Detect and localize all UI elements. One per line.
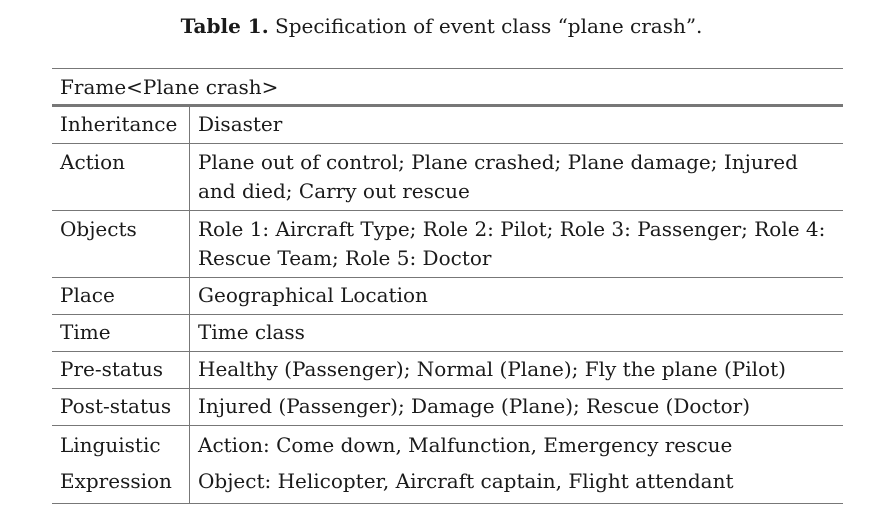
- table-top-rule: [52, 68, 843, 69]
- row-label-place: Place: [52, 277, 190, 315]
- table-row: Linguistic Expression Action: Come down,…: [52, 425, 843, 504]
- row-label-pre-status: Pre-status: [52, 351, 190, 389]
- table-row: Pre-status Healthy (Passenger); Normal (…: [52, 351, 843, 389]
- table-row: Inheritance Disaster: [52, 107, 843, 144]
- row-value-post-status: Injured (Passenger); Damage (Plane); Res…: [189, 388, 843, 426]
- specification-table: Frame<Plane crash> Inheritance Disaster …: [52, 68, 843, 504]
- linguistic-value-line2: Object: Helicopter, Aircraft captain, Fl…: [198, 469, 734, 493]
- linguistic-label-line1: Linguistic: [60, 433, 161, 457]
- frame-header: Frame<Plane crash>: [52, 69, 843, 107]
- table-row: Time Time class: [52, 314, 843, 352]
- row-label-linguistic: Linguistic Expression: [52, 425, 190, 504]
- row-value-time: Time class: [189, 314, 843, 352]
- row-label-action: Action: [52, 143, 190, 211]
- row-value-action: Plane out of control; Plane crashed; Pla…: [189, 143, 843, 211]
- table-row: Action Plane out of control; Plane crash…: [52, 143, 843, 211]
- caption-label: Table 1.: [180, 14, 269, 38]
- table-row: Place Geographical Location: [52, 277, 843, 315]
- row-label-time: Time: [52, 314, 190, 352]
- table-row: Objects Role 1: Aircraft Type; Role 2: P…: [52, 210, 843, 278]
- row-value-objects: Role 1: Aircraft Type; Role 2: Pilot; Ro…: [189, 210, 843, 278]
- caption-text: Specification of event class “plane cras…: [275, 14, 703, 38]
- linguistic-label-line2: Expression: [60, 469, 172, 493]
- table-row: Post-status Injured (Passenger); Damage …: [52, 388, 843, 426]
- row-label-objects: Objects: [52, 210, 190, 278]
- row-label-post-status: Post-status: [52, 388, 190, 426]
- linguistic-value-line1: Action: Come down, Malfunction, Emergenc…: [198, 433, 733, 457]
- table-caption: Table 1. Specification of event class “p…: [0, 12, 883, 40]
- row-value-linguistic: Action: Come down, Malfunction, Emergenc…: [189, 425, 843, 504]
- row-value-inheritance: Disaster: [189, 107, 843, 144]
- row-value-place: Geographical Location: [189, 277, 843, 315]
- row-value-pre-status: Healthy (Passenger); Normal (Plane); Fly…: [189, 351, 843, 389]
- row-label-inheritance: Inheritance: [52, 107, 190, 144]
- spec-grid: Inheritance Disaster Action Plane out of…: [52, 107, 843, 504]
